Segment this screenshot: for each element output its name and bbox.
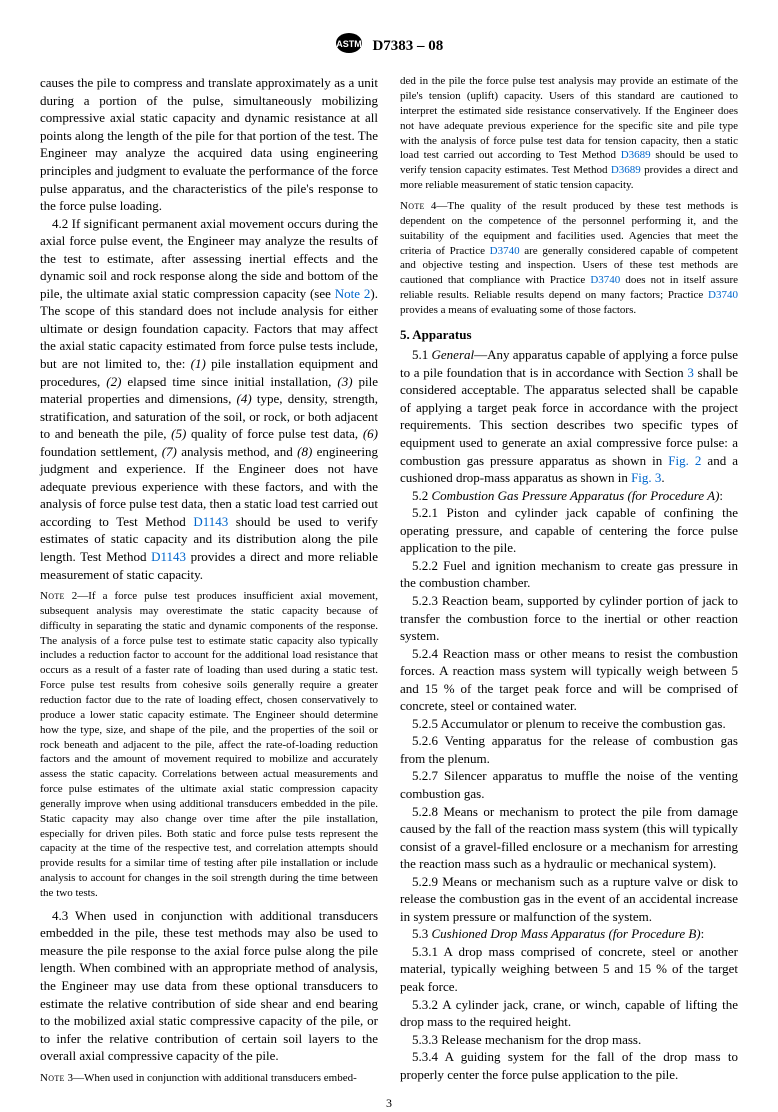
link-d1143-1[interactable]: D1143 xyxy=(193,514,228,529)
link-note-2[interactable]: Note 2 xyxy=(335,286,371,301)
para-5-2-5: 5.2.5 Accumulator or plenum to receive t… xyxy=(400,715,738,733)
note-2: Note 2—If a force pulse test produces in… xyxy=(40,589,378,901)
para-5-2-7: 5.2.7 Silencer apparatus to muffle the n… xyxy=(400,767,738,802)
para-5-2-1: 5.2.1 Piston and cylinder jack capable o… xyxy=(400,504,738,557)
note-3-cont: ded in the pile the force pulse test ana… xyxy=(400,74,738,193)
note-4: Note 4—The quality of the result produce… xyxy=(400,199,738,318)
para-5-2-6: 5.2.6 Venting apparatus for the release … xyxy=(400,732,738,767)
para-5-3-3: 5.3.3 Release mechanism for the drop mas… xyxy=(400,1031,738,1049)
link-d3689-1[interactable]: D3689 xyxy=(621,149,651,161)
link-fig-3[interactable]: Fig. 3 xyxy=(631,470,661,485)
para-5-2-8: 5.2.8 Means or mechanism to protect the … xyxy=(400,803,738,873)
para-5-3-2: 5.3.2 A cylinder jack, crane, or winch, … xyxy=(400,996,738,1031)
para-5-3-4: 5.3.4 A guiding system for the fall of t… xyxy=(400,1048,738,1083)
astm-logo: ASTM xyxy=(335,32,363,60)
para-5-2-3: 5.2.3 Reaction beam, supported by cylind… xyxy=(400,592,738,645)
link-d3740-1[interactable]: D3740 xyxy=(490,245,520,257)
link-d1143-2[interactable]: D1143 xyxy=(151,549,186,564)
svg-text:ASTM: ASTM xyxy=(336,39,362,49)
para-5-2: 5.2 Combustion Gas Pressure Apparatus (f… xyxy=(400,487,738,505)
para-5-2-2: 5.2.2 Fuel and ignition mechanism to cre… xyxy=(400,557,738,592)
para-5-3-1: 5.3.1 A drop mass comprised of concrete,… xyxy=(400,943,738,996)
designation-number: D7383 – 08 xyxy=(372,36,443,56)
section-5-heading: 5. Apparatus xyxy=(400,326,738,344)
link-fig-2[interactable]: Fig. 2 xyxy=(668,453,701,468)
para-4-1-cont: causes the pile to compress and translat… xyxy=(40,74,378,214)
para-4-2: 4.2 If significant permanent axial movem… xyxy=(40,215,378,583)
note-3: Note 3—When used in conjunction with add… xyxy=(40,1071,378,1086)
page-header: ASTM D7383 – 08 xyxy=(40,32,738,60)
para-4-3: 4.3 When used in conjunction with additi… xyxy=(40,907,378,1065)
link-d3740-2[interactable]: D3740 xyxy=(590,274,620,286)
para-5-2-4: 5.2.4 Reaction mass or other means to re… xyxy=(400,645,738,715)
body-columns: causes the pile to compress and translat… xyxy=(40,74,738,1087)
link-d3689-2[interactable]: D3689 xyxy=(611,164,641,176)
para-5-3: 5.3 Cushioned Drop Mass Apparatus (for P… xyxy=(400,925,738,943)
page-number: 3 xyxy=(40,1095,738,1111)
link-d3740-3[interactable]: D3740 xyxy=(708,289,738,301)
para-5-1: 5.1 General—Any apparatus capable of app… xyxy=(400,346,738,486)
para-5-2-9: 5.2.9 Means or mechanism such as a ruptu… xyxy=(400,873,738,926)
